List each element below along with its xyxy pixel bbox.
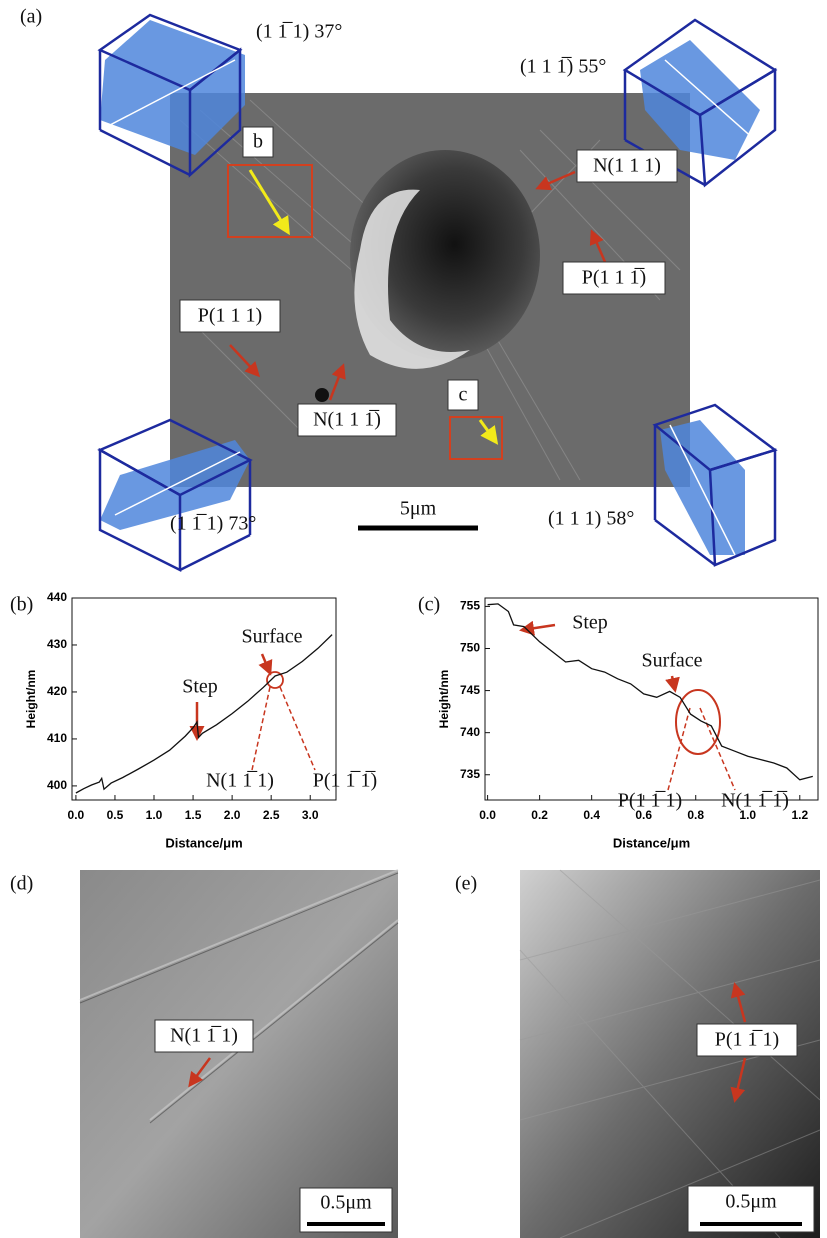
- y-tick-label: 740: [460, 725, 480, 739]
- x-tick-label: 0.8: [687, 808, 704, 822]
- box-label: c: [459, 384, 468, 406]
- annotation: P(1 1 1): [198, 305, 262, 327]
- chart-b-annotations: Step Surface N(1 1̅ 1) P(1 1̅ 1̅): [182, 626, 377, 792]
- panel-label: (b): [10, 594, 33, 616]
- panel-a: (a) (1 1̅ 1) 37° (1 1 1̅) 55° (1 1̅ 1) 7…: [20, 6, 775, 570]
- panel-label: (a): [20, 6, 42, 28]
- x-tick-label: 1.2: [791, 808, 808, 822]
- x-tick-label: 1.5: [185, 808, 202, 822]
- x-axis-label: Distance/μm: [165, 835, 242, 850]
- annotation-arrow: [672, 676, 675, 690]
- x-tick-label: 1.0: [739, 808, 756, 822]
- annotation: N(1 1 1): [593, 155, 661, 177]
- y-tick-label: 745: [460, 683, 480, 697]
- scale-label: 0.5μm: [725, 1191, 777, 1213]
- annotation: P(1 1̅ 1̅): [313, 770, 377, 792]
- figure: (a) (1 1̅ 1) 37° (1 1 1̅) 55° (1 1̅ 1) 7…: [0, 0, 827, 1238]
- annotation: N(1 1 1̅): [313, 409, 381, 431]
- annotation: P(1 1 1̅): [582, 267, 646, 289]
- y-tick-label: 400: [47, 778, 67, 792]
- x-axis-label: Distance/μm: [613, 835, 690, 850]
- orientation-label: (1 1 1̅) 55°: [520, 56, 606, 78]
- orientation-label: (1 1 1) 58°: [548, 508, 634, 530]
- y-tick-label: 410: [47, 731, 67, 745]
- particle: [315, 388, 329, 402]
- x-tick-label: 2.5: [263, 808, 280, 822]
- y-axis-label: Height/nm: [24, 670, 38, 729]
- orientation-label: (1 1̅ 1) 73°: [170, 513, 256, 535]
- x-tick-label: 0.0: [68, 808, 85, 822]
- data-line: [76, 635, 332, 793]
- y-tick-label: 440: [47, 590, 67, 604]
- y-axis-label: Height/nm: [437, 670, 451, 729]
- panel-d: (d) N(1 1̅ 1) 0.5μm: [10, 870, 398, 1238]
- box-label: b: [253, 131, 263, 153]
- annotation-arrow: [262, 654, 270, 673]
- annotation: Step: [572, 612, 608, 634]
- y-tick-label: 755: [460, 599, 480, 613]
- crystal-cube: [655, 405, 775, 565]
- annotation: Step: [182, 676, 218, 698]
- annotation: Surface: [641, 650, 702, 672]
- x-tick-label: 0.4: [583, 808, 600, 822]
- annotation: N(1 1̅ 1): [170, 1025, 238, 1047]
- x-tick-label: 3.0: [302, 808, 319, 822]
- x-tick-label: 1.0: [146, 808, 163, 822]
- annotation: Surface: [241, 626, 302, 648]
- x-tick-label: 0.2: [531, 808, 548, 822]
- x-tick-label: 0.5: [107, 808, 124, 822]
- panel-label: (e): [455, 873, 477, 895]
- y-tick-label: 735: [460, 767, 480, 781]
- annotation: P(1 1̅ 1): [715, 1029, 779, 1051]
- highlight: [676, 690, 720, 754]
- y-tick-label: 750: [460, 641, 480, 655]
- y-tick-label: 420: [47, 684, 67, 698]
- panel-label: (c): [418, 594, 440, 616]
- annotation: N(1 1̅ 1): [206, 770, 274, 792]
- chart-c-annotations: Step Surface P(1 1̅ 1) N(1 1̅ 1̅): [522, 612, 789, 812]
- scale-label: 5μm: [400, 498, 437, 520]
- panel-e: (e) P(1 1̅ 1) 0.5μm: [455, 870, 820, 1238]
- x-tick-label: 0.6: [635, 808, 652, 822]
- y-tick-label: 430: [47, 637, 67, 651]
- panel-label: (d): [10, 873, 33, 895]
- scale-label: 0.5μm: [320, 1192, 372, 1214]
- x-tick-label: 0.0: [479, 808, 496, 822]
- data-line: [488, 604, 813, 780]
- sem-image: [80, 870, 398, 1238]
- x-tick-label: 2.0: [224, 808, 241, 822]
- orientation-label: (1 1̅ 1) 37°: [256, 21, 342, 43]
